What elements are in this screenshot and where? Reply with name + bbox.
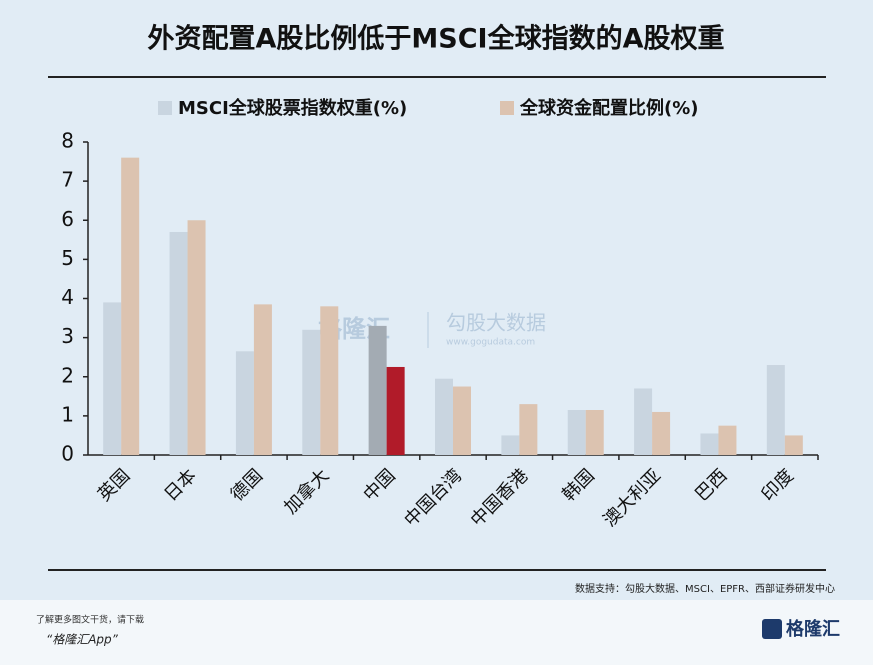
chart-title: 外资配置A股比例低于MSCI全球指数的A股权重 [148,23,725,55]
bar [435,378,453,455]
bar [766,365,785,455]
bar [121,157,140,455]
legend-swatch [158,101,172,115]
y-tick-label: 6 [61,207,74,231]
footer-app: “格隆汇App” [46,633,119,647]
bar [368,325,387,455]
y-tick-label: 2 [61,363,74,387]
bar [103,302,122,455]
bar [187,220,206,455]
y-tick-label: 1 [61,402,74,426]
bar [253,304,272,455]
bar [634,388,653,455]
footer-logo: 格隆汇 [786,618,840,640]
bar [652,411,671,455]
bar [718,425,737,455]
watermark-name: 勾股大数据 [446,311,546,335]
y-tick-label: 0 [61,442,74,466]
footer-note: 了解更多图文干货，请下载 [36,614,144,626]
y-tick-label: 3 [61,324,74,348]
legend-label: 全球资金配置比例(%) [519,97,699,119]
watermark-url: www.gogudata.com [446,338,535,348]
bar [302,329,321,455]
y-tick-label: 7 [61,168,74,192]
y-tick-label: 8 [61,129,74,153]
bar [453,386,471,455]
bar [501,435,520,455]
legend-label: MSCI全球股票指数权重(%) [178,97,407,119]
bar [567,410,586,455]
bar [519,404,538,455]
legend-swatch [500,101,514,115]
footer-band [0,600,873,665]
bar [784,435,803,455]
logo-icon [762,619,782,639]
bar [320,306,339,455]
bar [585,410,604,455]
y-tick-label: 4 [61,285,74,309]
bar [169,231,188,455]
bar [700,433,719,455]
bar [235,351,254,455]
source: 数据支持：勾股大数据、MSCI、EPFR、西部证券研发中心 [575,582,835,595]
bar [386,366,405,455]
y-tick-label: 5 [61,246,74,270]
